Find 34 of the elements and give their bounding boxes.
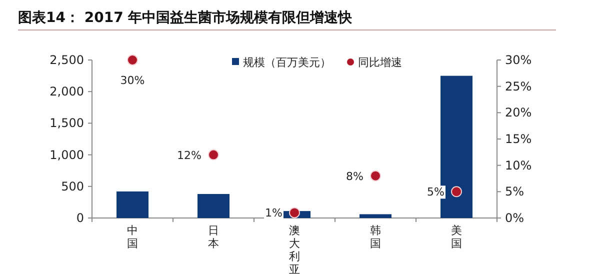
data-label: 5% <box>427 186 444 199</box>
y2-tick-label: 20% <box>505 106 532 120</box>
point <box>289 207 300 218</box>
bar <box>360 214 392 218</box>
y-tick-label: 2,000 <box>50 84 84 99</box>
x-tick-label: 韩国 <box>370 224 381 250</box>
x-tick-label: 美国 <box>451 224 462 250</box>
y2-tick-label: 15% <box>505 132 532 146</box>
y2-tick-label: 5% <box>505 184 524 199</box>
y2-tick-label: 0% <box>505 211 524 225</box>
legend-label: 同比增速 <box>358 56 402 69</box>
y-tick-label: 1,500 <box>50 116 84 130</box>
bar <box>198 194 230 218</box>
y2-tick-label: 10% <box>505 158 532 172</box>
data-label: 12% <box>177 148 202 162</box>
legend-label: 规模（百万美元） <box>243 56 331 69</box>
point <box>370 170 381 182</box>
chart-title: 图表14： 2017 年中国益生菌市场规模有限但增速快 <box>18 9 354 26</box>
x-tick-label: 澳大利亚 <box>289 224 300 274</box>
y-tick-label: 500 <box>61 179 84 194</box>
y-tick-label: 1,000 <box>50 148 84 162</box>
y-tick-label: 2,500 <box>50 53 84 67</box>
bar <box>116 191 148 218</box>
x-tick-label: 日本 <box>208 224 219 250</box>
data-label: 8% <box>346 170 364 183</box>
y2-tick-label: 25% <box>505 79 532 94</box>
data-label: 1% <box>265 206 282 220</box>
point <box>127 54 138 66</box>
point <box>208 149 219 160</box>
data-label: 30% <box>120 74 145 87</box>
point <box>451 186 462 198</box>
y2-tick-label: 30% <box>505 53 532 67</box>
x-tick-label: 中国 <box>127 224 138 250</box>
y-tick-label: 0 <box>76 211 84 225</box>
